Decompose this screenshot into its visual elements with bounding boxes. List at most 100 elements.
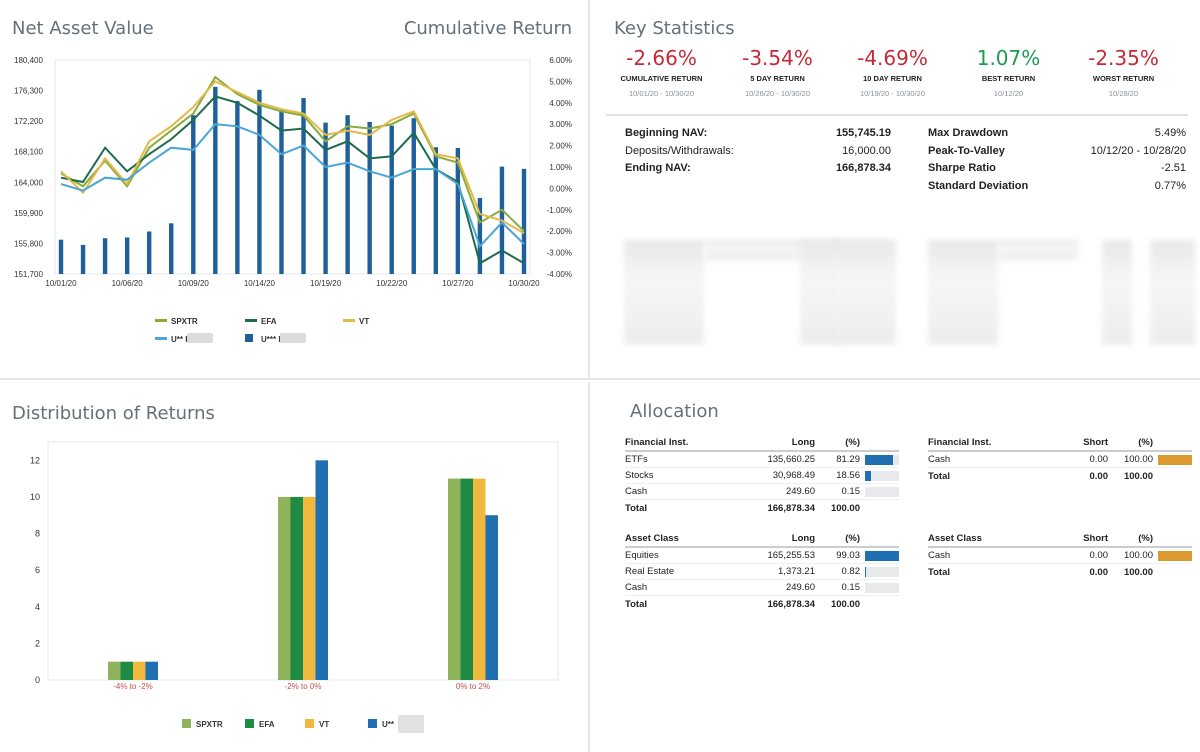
x-tick-label: 10/01/20	[45, 279, 77, 288]
stat-standard-deviation: Standard Deviation 0.77%	[928, 180, 1186, 192]
pct-bar	[865, 486, 899, 497]
row-pct: 100.00	[1123, 566, 1153, 578]
col-header: Long	[791, 436, 815, 448]
row-value: 249.60	[785, 486, 815, 497]
kpi-worst-return: -2.35% WORST RETURN 10/28/20	[1066, 46, 1181, 98]
legend-swatch	[305, 719, 314, 728]
row-value: 135,660.25	[767, 454, 815, 465]
x-tick-label: 10/27/20	[442, 279, 474, 288]
table-row: ETFs 135,660.25 81.29	[625, 452, 899, 468]
legend-label: SPXTR	[171, 317, 198, 326]
stat-value: 0.77%	[1154, 180, 1186, 192]
y-right-tick-label: -2.00%	[547, 227, 572, 236]
x-tick-label: 10/14/20	[244, 279, 276, 288]
row-value: 30,968.49	[772, 470, 815, 481]
x-tick-label: 10/22/20	[376, 279, 408, 288]
row-name: Total	[625, 502, 647, 514]
x-tick-label: 10/19/20	[310, 279, 342, 288]
stat-beginning-nav: Beginning NAV: 155,745.19	[625, 127, 891, 139]
stat-sharpe-ratio: Sharpe Ratio -2.51	[928, 162, 1186, 174]
nav-bar	[146, 231, 152, 274]
dist-bar	[448, 478, 461, 680]
kpi-dates: 10/12/20	[993, 89, 1024, 98]
row-name: Cash	[928, 454, 951, 465]
col-header: Short	[1083, 532, 1108, 544]
nav-bar	[191, 115, 196, 274]
row-name: Total	[928, 566, 950, 578]
table-total-row: Total 0.00 100.00	[928, 468, 1192, 484]
y-right-tick-label: 2.00%	[549, 142, 572, 151]
y-right-tick-label: 6.00%	[549, 56, 572, 65]
row-pct: 0.82	[841, 566, 861, 577]
nav-bar	[389, 125, 394, 274]
nav-chart: 180,400 176,300 172,200 168,100 164,000 159,9…	[14, 56, 572, 344]
kpi-value: -2.66%	[626, 46, 697, 70]
y-tick-label: 2	[35, 638, 40, 648]
dist-bar	[145, 661, 158, 680]
distribution-of-returns-panel: Distribution of Returns 0 2 4 6 8 10 12 -4% to …	[0, 382, 590, 752]
row-pct: 18.56	[836, 470, 860, 481]
nav-bar	[279, 109, 284, 274]
row-value: 0.00	[1089, 454, 1109, 465]
row-pct: 100.00	[830, 598, 860, 610]
y-right-tick-label: -4.00%	[547, 270, 572, 279]
y-left-tick-label: 180,400	[14, 56, 43, 65]
series-line	[60, 75, 525, 232]
dist-bar	[278, 496, 291, 680]
row-name: ETFs	[625, 454, 648, 465]
distribution-chart: 0 2 4 6 8 10 12 -4% to -2% -2% to 0% 0% to 2% SPXT…	[30, 441, 559, 733]
stat-value: 16,000.00	[842, 145, 891, 157]
stat-label: Sharpe Ratio	[928, 162, 996, 174]
asset-class-short-table: Asset Class Short (%) Cash 0.00 100.00 T…	[928, 530, 1192, 580]
legend-swatch	[245, 334, 253, 342]
stat-deposits-withdrawals: Deposits/Withdrawals: 16,000.00	[625, 145, 891, 157]
stat-value: 5.49%	[1154, 127, 1186, 139]
plot-frame	[54, 59, 531, 275]
row-pct: 100.00	[1123, 470, 1153, 482]
table-row: Cash 0.00 100.00	[928, 452, 1192, 468]
table-row: Cash 0.00 100.00	[928, 548, 1192, 564]
nav-bar	[411, 118, 416, 274]
table-row: Cash 249.60 0.15	[625, 484, 899, 500]
stat-value: 10/12/20 - 10/28/20	[1090, 145, 1186, 157]
legend-swatch	[155, 319, 167, 322]
table-header: Financial Inst. Short (%)	[928, 434, 1192, 452]
y-tick-label: 6	[35, 565, 40, 575]
legend-label: EFA	[259, 720, 275, 729]
pct-bar	[865, 470, 899, 481]
row-name: Stocks	[625, 470, 654, 481]
y-tick-label: 0	[35, 675, 40, 685]
row-name: Total	[625, 598, 647, 610]
pct-bar	[865, 454, 899, 465]
col-header: (%)	[1138, 436, 1153, 448]
row-pct: 0.15	[841, 582, 861, 593]
col-header: Long	[791, 532, 815, 544]
y-left-tick-label: 164,000	[14, 178, 43, 187]
asset-class-long-table: Asset Class Long (%) Equities 165,255.53…	[625, 530, 899, 612]
dist-bar	[108, 661, 121, 680]
pct-bar	[1158, 550, 1192, 561]
pct-bar	[865, 550, 899, 561]
stats-divider	[606, 114, 1188, 116]
row-name: Real Estate	[625, 566, 675, 577]
kpi-value: -3.54%	[742, 46, 813, 70]
pct-bar	[1158, 454, 1192, 465]
y-right-tick-label: 0.00%	[549, 184, 572, 193]
x-tick-label: 0% to 2%	[456, 682, 490, 691]
nav-bar	[124, 237, 130, 274]
y-tick-label: 4	[35, 602, 40, 612]
x-tick-label: 10/09/20	[178, 279, 210, 288]
kpi-dates: 10/28/20	[1108, 89, 1139, 98]
table-row: Cash 249.60 0.15	[625, 580, 899, 596]
y-right-tick-label: 4.00%	[549, 99, 572, 108]
dist-bar	[485, 515, 498, 680]
nav-bar	[169, 223, 174, 274]
table-header: Asset Class Long (%)	[625, 530, 899, 548]
x-tick-label: -2% to 0%	[285, 682, 322, 691]
x-tick-label: -4% to -2%	[113, 682, 153, 691]
pct-bar	[865, 566, 899, 577]
table-row: Equities 165,255.53 99.03	[625, 548, 899, 564]
row-pct: 99.03	[836, 550, 860, 561]
legend-label: SPXTR	[196, 720, 223, 729]
nav-bar	[213, 86, 218, 275]
